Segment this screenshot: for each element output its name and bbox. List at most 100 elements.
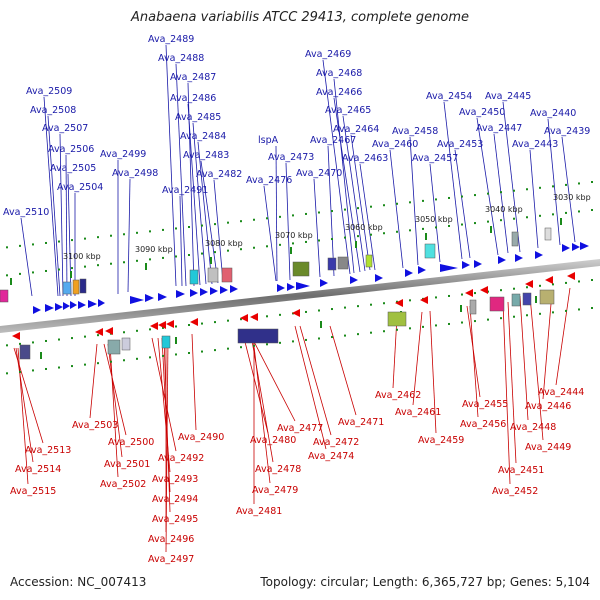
reverse-leader-line xyxy=(502,301,511,485)
reverse-gene-label: Ava_2494 xyxy=(152,494,198,505)
top-dot xyxy=(240,248,242,251)
reverse-gene-arrow xyxy=(12,332,20,340)
bottom-dot xyxy=(565,309,567,312)
forward-leader-line xyxy=(561,136,576,243)
reverse-leader-line xyxy=(529,295,544,441)
forward-gene-label: Ava_2466 xyxy=(316,87,362,98)
domain-box xyxy=(489,296,505,312)
bottom-dot xyxy=(214,321,216,324)
top-dot xyxy=(58,268,60,271)
reverse-leader-line xyxy=(15,347,34,463)
top-dot xyxy=(188,254,190,257)
major-tick xyxy=(425,233,427,240)
bottom-dot xyxy=(32,341,34,344)
forward-leader-line xyxy=(454,149,471,259)
forward-leader-line xyxy=(409,136,419,266)
forward-gene-arrow xyxy=(55,303,63,311)
bottom-dot xyxy=(45,339,47,342)
top-dot xyxy=(201,224,203,227)
major-tick xyxy=(560,218,562,225)
reverse-gene-arrow xyxy=(420,296,428,304)
top-dot xyxy=(357,207,359,210)
forward-leader-line xyxy=(476,117,499,256)
map-title: Anabaena variabilis ATCC 29413, complete… xyxy=(131,10,469,25)
domain-box xyxy=(107,339,121,355)
top-dot xyxy=(97,236,99,239)
forward-gene-label: Ava_2457 xyxy=(412,153,458,164)
bottom-dot xyxy=(214,349,216,352)
major-tick xyxy=(490,226,492,233)
forward-leader-line xyxy=(197,141,213,285)
bottom-dot xyxy=(578,308,580,311)
forward-gene-label: Ava_2458 xyxy=(392,126,438,137)
scale-tick-label: 3090 kbp xyxy=(135,245,173,254)
domain-box xyxy=(161,335,171,349)
bottom-dot xyxy=(149,356,151,359)
bottom-dot xyxy=(227,347,229,350)
forward-gene-arrow xyxy=(145,294,154,302)
bottom-dot xyxy=(240,346,242,349)
top-dot xyxy=(201,252,203,255)
bottom-dot xyxy=(500,317,502,320)
forward-gene-label: Ava_2476 xyxy=(246,175,292,186)
reverse-leader-line xyxy=(469,305,479,418)
forward-leader-line xyxy=(502,101,521,253)
forward-gene-arrow xyxy=(320,279,328,287)
bottom-dot xyxy=(188,324,190,327)
reverse-gene-label: Ava_2480 xyxy=(250,435,296,446)
forward-leader-line xyxy=(342,115,366,272)
forward-gene-arrow xyxy=(535,251,543,259)
bottom-dot xyxy=(552,311,554,314)
forward-gene-label: Ava_2504 xyxy=(57,182,103,193)
bottom-dot xyxy=(357,333,359,336)
bottom-dot xyxy=(409,299,411,302)
bottom-dot xyxy=(84,363,86,366)
reverse-gene-arrow xyxy=(95,328,103,336)
forward-leader-line xyxy=(179,195,183,287)
reverse-leader-line xyxy=(165,337,169,553)
domain-box xyxy=(72,279,80,295)
scale-tick-label: 3070 kbp xyxy=(275,231,313,240)
top-dot xyxy=(266,217,268,220)
reverse-gene-label: Ava_2455 xyxy=(462,399,508,410)
major-tick xyxy=(70,271,72,278)
reverse-gene-label: Ava_2477 xyxy=(277,423,323,434)
reverse-gene-arrow xyxy=(545,276,553,284)
reverse-leader-line xyxy=(299,325,332,436)
bottom-dot xyxy=(487,318,489,321)
top-dot xyxy=(526,216,528,219)
forward-gene-label: Ava_2486 xyxy=(170,93,216,104)
top-dot xyxy=(123,233,125,236)
bottom-dot xyxy=(344,306,346,309)
forward-gene-label: Ava_2443 xyxy=(512,139,558,150)
bottom-dot xyxy=(45,367,47,370)
bottom-dot xyxy=(344,334,346,337)
reverse-leader-line xyxy=(247,329,296,422)
top-dot xyxy=(552,213,554,216)
forward-gene-label: Ava_2487 xyxy=(170,72,216,83)
bottom-dot xyxy=(97,362,99,365)
bottom-dot xyxy=(201,350,203,353)
forward-gene-label: Ava_2450 xyxy=(459,107,505,118)
forward-gene-label: Ava_2505 xyxy=(50,163,96,174)
reverse-gene-arrow xyxy=(105,327,113,335)
domain-box xyxy=(387,311,407,327)
reverse-gene-label: Ava_2496 xyxy=(148,534,194,545)
reverse-gene-label: Ava_2444 xyxy=(538,387,584,398)
domain-box xyxy=(79,278,87,294)
forward-gene-arrow xyxy=(200,288,208,296)
domain-box xyxy=(19,344,31,360)
reverse-gene-arrow xyxy=(465,289,473,297)
bottom-dot xyxy=(526,314,528,317)
bottom-dot xyxy=(292,340,294,343)
reverse-gene-label: Ava_2501 xyxy=(104,459,150,470)
bottom-dot xyxy=(513,287,515,290)
reverse-gene-label: Ava_2502 xyxy=(100,479,146,490)
top-dot xyxy=(500,191,502,194)
bottom-dot xyxy=(513,315,515,318)
top-dot xyxy=(292,242,294,245)
domain-box xyxy=(237,328,279,344)
forward-leader-line xyxy=(192,122,207,285)
reverse-gene-label: Ava_2472 xyxy=(313,437,359,448)
forward-gene-arrow xyxy=(440,264,458,272)
